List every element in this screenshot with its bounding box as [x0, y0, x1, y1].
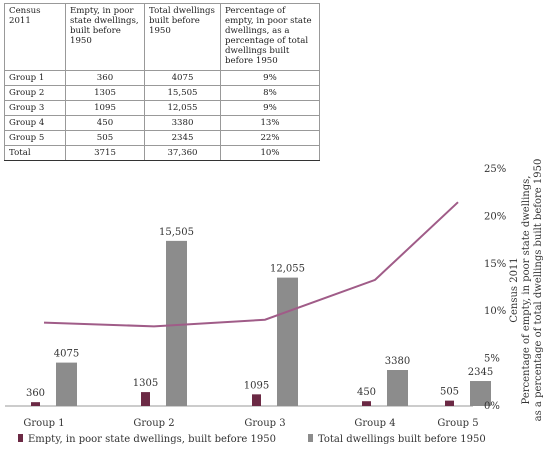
data-label-empty-2: 1305: [133, 378, 158, 389]
legend-label-total: Total dwellings built before 1950: [318, 434, 486, 445]
right-tick-label-1: 5%: [484, 354, 500, 365]
x-tick-label-1: Group 1: [23, 418, 64, 429]
x-tick-label-5: Group 5: [437, 418, 478, 429]
right-tick-label-3: 15%: [484, 259, 506, 270]
x-tick-label-4: Group 4: [354, 418, 395, 429]
right-tick-label-4: 20%: [484, 211, 506, 222]
table-cell: 22%: [220, 130, 320, 146]
legend-swatch-total: [308, 434, 313, 442]
bar-empty-3: [252, 394, 261, 406]
bar-total-5: [470, 381, 491, 406]
percentage-series-line: [43, 201, 459, 328]
bar-total-1: [56, 362, 77, 406]
data-label-empty-3: 1095: [244, 380, 269, 391]
bar-total-4: [387, 370, 408, 406]
bar-empty-5: [445, 400, 454, 406]
right-tick-label-2: 10%: [484, 306, 506, 317]
data-label-total-1: 4075: [54, 349, 79, 360]
bar-total-3: [277, 277, 298, 406]
x-tick-label-2: Group 2: [133, 418, 174, 429]
header-cell: Percentage of empty, in poor state dwell…: [220, 3, 320, 71]
data-table: Census 2011 Empty, in poor state dwellin…: [4, 3, 320, 161]
table-cell: 10%: [220, 145, 320, 161]
data-label-total-4: 3380: [385, 356, 410, 367]
header-cell: Empty, in poor state dwellings, built be…: [65, 3, 145, 71]
data-label-total-2: 15,505: [159, 227, 194, 238]
right-axis-title-line1: Census 2011: [509, 257, 520, 322]
bar-empty-2: [141, 392, 150, 406]
table-header-row: Census 2011 Empty, in poor state dwellin…: [4, 3, 320, 71]
data-label-empty-5: 505: [440, 387, 459, 398]
right-axis-title-line3: as a percentage of total dwellings built…: [533, 159, 544, 422]
header-cell: Census 2011: [4, 3, 66, 71]
table-cell: 3715: [65, 145, 145, 161]
data-label-empty-1: 360: [26, 388, 45, 399]
table-row: Total 3715 37,360 10%: [4, 145, 320, 161]
bar-empty-1: [31, 402, 40, 406]
legend-swatch-empty: [18, 434, 23, 442]
legend-label-empty: Empty, in poor state dwellings, built be…: [28, 434, 276, 445]
table-row: Group 3 1095 12,055 9%: [4, 100, 320, 116]
data-label-total-3: 12,055: [270, 264, 305, 275]
bar-empty-4: [362, 401, 371, 406]
right-tick-label-5: 25%: [484, 164, 506, 175]
table-row: Group 5 505 2345 22%: [4, 130, 320, 146]
data-label-total-5: 2345: [468, 367, 493, 378]
right-axis-title-line2: Percentage of empty, in poor state dwell…: [521, 176, 532, 405]
right-tick-label-0: 0%: [484, 401, 500, 412]
x-tick-label-3: Group 3: [244, 418, 285, 429]
data-label-empty-4: 450: [357, 387, 376, 398]
bar-total-2: [166, 240, 187, 406]
